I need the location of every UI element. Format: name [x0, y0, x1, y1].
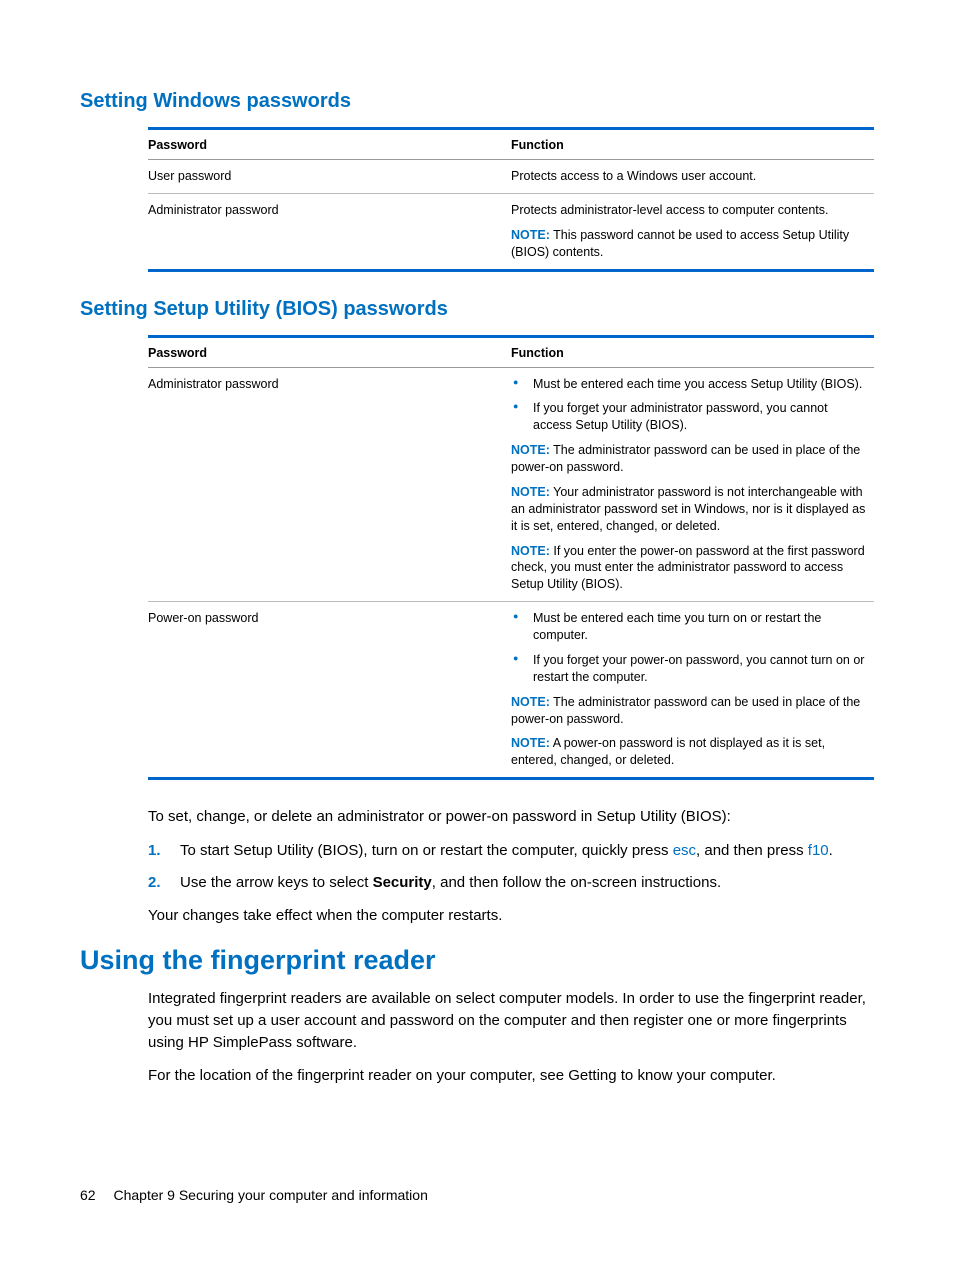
note-label: NOTE:: [511, 695, 550, 709]
cell-note: NOTE: The administrator password can be …: [511, 442, 868, 476]
keycap-esc: esc: [673, 842, 696, 859]
col-header-function: Function: [511, 336, 874, 367]
bullet-item: Must be entered each time you turn on or…: [511, 610, 868, 644]
cell-note: NOTE: Your administrator password is not…: [511, 484, 868, 535]
note-text: This password cannot be used to access S…: [511, 228, 849, 259]
step-text: , and then follow the on-screen instruct…: [432, 874, 721, 891]
cell-note: NOTE: A power-on password is not display…: [511, 735, 868, 769]
bullet-list: Must be entered each time you turn on or…: [511, 610, 868, 686]
col-header-password: Password: [148, 336, 511, 367]
cell-password: User password: [148, 160, 511, 194]
cell-note: NOTE: This password cannot be used to ac…: [511, 227, 868, 261]
heading-fingerprint-reader: Using the fingerprint reader: [80, 945, 874, 976]
cell-function: Protects administrator-level access to c…: [511, 193, 874, 270]
instructions-outro: Your changes take effect when the comput…: [148, 905, 874, 927]
note-label: NOTE:: [511, 736, 550, 750]
step-text: , and then press: [696, 842, 808, 859]
table-bios-passwords: Password Function Administrator password…: [148, 335, 874, 781]
cell-password: Administrator password: [148, 367, 511, 602]
keycap-f10: f10: [808, 842, 829, 859]
step-item: To start Setup Utility (BIOS), turn on o…: [148, 840, 874, 862]
cell-function: Protects access to a Windows user accoun…: [511, 160, 874, 194]
col-header-function: Function: [511, 129, 874, 160]
col-header-password: Password: [148, 129, 511, 160]
note-label: NOTE:: [511, 544, 550, 558]
cell-function: Must be entered each time you access Set…: [511, 367, 874, 602]
table-bios-passwords-wrap: Password Function Administrator password…: [148, 335, 874, 781]
cell-note: NOTE: The administrator password can be …: [511, 694, 868, 728]
bullet-item: Must be entered each time you access Set…: [511, 376, 868, 393]
bullet-item: If you forget your power-on password, yo…: [511, 652, 868, 686]
note-text: A power-on password is not displayed as …: [511, 736, 825, 767]
table-row: Power-on password Must be entered each t…: [148, 602, 874, 779]
bullet-list: Must be entered each time you access Set…: [511, 376, 868, 435]
fingerprint-content: Integrated fingerprint readers are avail…: [148, 988, 874, 1087]
page-number: 62: [80, 1187, 96, 1203]
chapter-label: Chapter 9 Securing your computer and inf…: [113, 1187, 427, 1203]
table-row: User password Protects access to a Windo…: [148, 160, 874, 194]
table-row: Administrator password Must be entered e…: [148, 367, 874, 602]
note-text: Your administrator password is not inter…: [511, 485, 865, 533]
document-page: Setting Windows passwords Password Funct…: [0, 0, 954, 1243]
table-row: Administrator password Protects administ…: [148, 193, 874, 270]
instructions-block: To set, change, or delete an administrat…: [148, 806, 874, 927]
step-text: .: [829, 842, 833, 859]
heading-windows-passwords: Setting Windows passwords: [80, 90, 874, 113]
bullet-item: If you forget your administrator passwor…: [511, 400, 868, 434]
table-windows-passwords-wrap: Password Function User password Protects…: [148, 127, 874, 272]
steps-list: To start Setup Utility (BIOS), turn on o…: [148, 840, 874, 894]
instructions-intro: To set, change, or delete an administrat…: [148, 806, 874, 828]
heading-bios-passwords: Setting Setup Utility (BIOS) passwords: [80, 298, 874, 321]
cell-function: Must be entered each time you turn on or…: [511, 602, 874, 779]
note-label: NOTE:: [511, 485, 550, 499]
fingerprint-para: Integrated fingerprint readers are avail…: [148, 988, 874, 1053]
note-label: NOTE:: [511, 443, 550, 457]
note-label: NOTE:: [511, 228, 550, 242]
step-item: Use the arrow keys to select Security, a…: [148, 872, 874, 894]
note-text: The administrator password can be used i…: [511, 695, 860, 726]
cell-function-text: Protects administrator-level access to c…: [511, 202, 868, 219]
note-text: The administrator password can be used i…: [511, 443, 860, 474]
note-text: If you enter the power-on password at th…: [511, 544, 865, 592]
page-footer: 62 Chapter 9 Securing your computer and …: [80, 1187, 874, 1203]
cell-password: Administrator password: [148, 193, 511, 270]
step-text: Use the arrow keys to select: [180, 874, 373, 891]
step-text: To start Setup Utility (BIOS), turn on o…: [180, 842, 673, 859]
table-windows-passwords: Password Function User password Protects…: [148, 127, 874, 272]
step-bold: Security: [373, 874, 432, 891]
cell-note: NOTE: If you enter the power-on password…: [511, 543, 868, 594]
cell-password: Power-on password: [148, 602, 511, 779]
fingerprint-para: For the location of the fingerprint read…: [148, 1065, 874, 1087]
